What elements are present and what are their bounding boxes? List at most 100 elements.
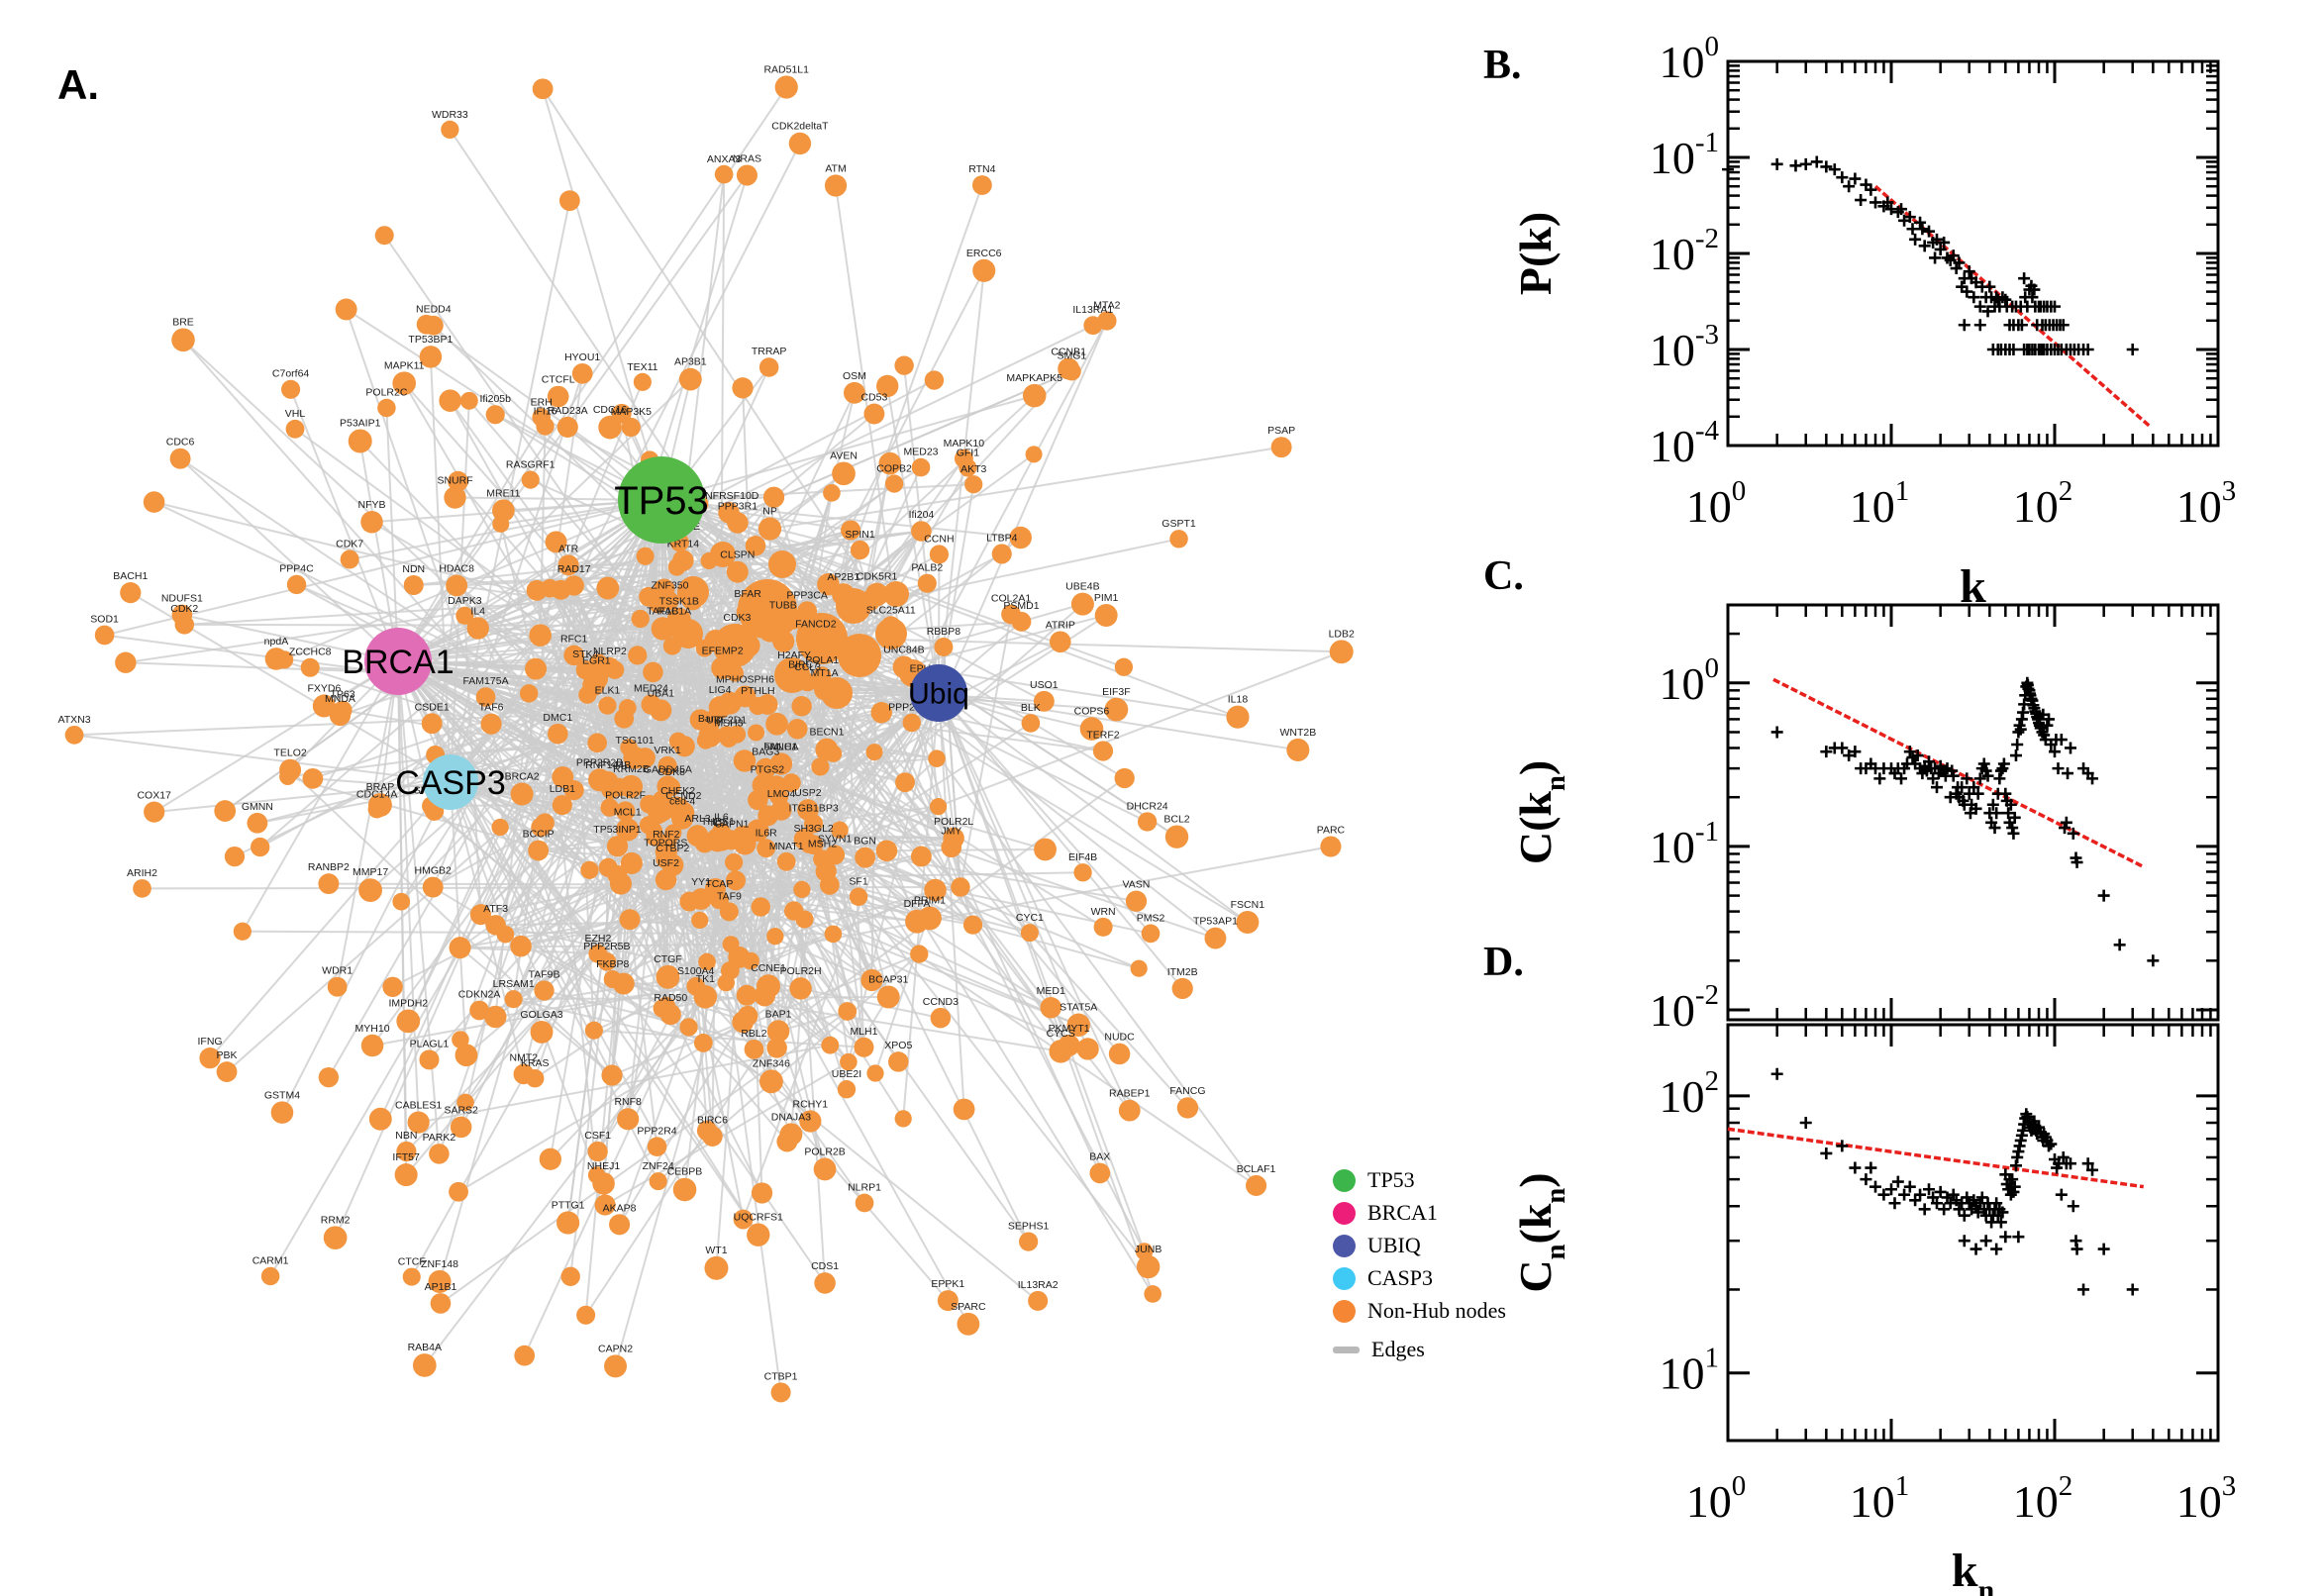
- network-node: [456, 1093, 474, 1112]
- gene-label: TRRAP: [752, 346, 787, 357]
- network-node: [748, 789, 768, 811]
- gene-label: AVEN: [830, 449, 858, 461]
- network-node: [504, 990, 523, 1009]
- gene-label: UNC84B: [883, 644, 924, 655]
- network-node: [695, 639, 714, 657]
- network-node: [733, 1209, 754, 1230]
- network-node: [876, 374, 899, 398]
- network-node: [598, 696, 617, 715]
- network-node: [1083, 316, 1103, 336]
- gene-label: AKT3: [960, 463, 986, 475]
- network-node: [260, 1266, 280, 1286]
- gene-label: NP: [762, 505, 777, 517]
- network-node-large: [883, 581, 909, 607]
- network-node: [817, 572, 840, 596]
- network-node: [678, 367, 702, 391]
- network-node: [327, 976, 348, 997]
- network-node: [751, 1182, 773, 1204]
- network-node: [275, 650, 294, 669]
- hub-label-casp3: CASP3: [395, 764, 506, 802]
- gene-label: BECN1: [809, 727, 844, 739]
- gene-label: POLR2H: [780, 965, 822, 977]
- network-node: [726, 664, 745, 682]
- gene-label: MAPKAPK5: [1006, 372, 1062, 384]
- gene-label: IL6: [714, 811, 729, 823]
- gene-label: BLK: [1021, 702, 1041, 714]
- gene-label: MAP3K5: [611, 406, 653, 418]
- network-edge: [938, 692, 1146, 1252]
- network-node: [795, 910, 814, 929]
- gene-label: ELK1: [595, 685, 621, 697]
- network-node: [647, 1137, 667, 1157]
- gene-label: USO1: [1030, 679, 1059, 691]
- network-node-large: [838, 634, 881, 677]
- network-node: [725, 870, 747, 891]
- network-node: [452, 1031, 469, 1048]
- gene-label: COPB2: [876, 462, 912, 474]
- network-node: [469, 904, 491, 926]
- tick-label: 102: [2013, 1470, 2073, 1527]
- gene-label: CTCF: [398, 1256, 426, 1268]
- gene-label: CDK8: [657, 766, 685, 778]
- gene-label: PBK: [217, 1049, 238, 1061]
- network-edge: [664, 692, 838, 881]
- network-node: [430, 1293, 452, 1314]
- network-edge: [477, 627, 1342, 653]
- network-edge: [540, 626, 675, 829]
- legend-label: BRCA1: [1367, 1200, 1438, 1225]
- network-edge: [429, 356, 452, 783]
- network-node: [766, 1038, 787, 1058]
- network-node: [348, 429, 372, 453]
- network-node: [1137, 812, 1158, 832]
- legend-label: CASP3: [1367, 1265, 1434, 1290]
- gene-label: ZCCHC8: [289, 647, 332, 658]
- network-node: [374, 226, 394, 246]
- network-edge: [289, 388, 399, 662]
- gene-label: ATR: [558, 543, 579, 554]
- network-node: [1246, 1174, 1267, 1196]
- network-node: [714, 164, 734, 184]
- network-node: [798, 672, 817, 692]
- network-edge: [397, 660, 408, 1175]
- legend-item-casp3: CASP3: [1333, 1265, 1506, 1290]
- network-edge: [708, 530, 922, 562]
- gene-label: WNT2B: [1279, 727, 1316, 739]
- gene-label: RAD50: [654, 992, 687, 1004]
- network-node: [419, 1049, 440, 1070]
- network-node: [1020, 924, 1039, 943]
- gene-label: TELO2: [273, 748, 306, 759]
- network-edge: [504, 596, 650, 936]
- network-node: [580, 860, 599, 879]
- network-node: [863, 403, 885, 425]
- gene-label: CCNB1: [1051, 347, 1086, 358]
- gene-label: POLR2B: [804, 1147, 845, 1158]
- gene-label: RNF144B: [585, 759, 631, 771]
- hub-node-brca1: [364, 628, 432, 695]
- gene-label: MTA2: [1093, 299, 1120, 311]
- gene-label: POLA1: [805, 654, 839, 666]
- network-node: [1135, 1243, 1154, 1260]
- network-node: [368, 1107, 392, 1131]
- network-edge: [179, 457, 399, 662]
- gene-label: AKAP8: [603, 1202, 637, 1214]
- gene-label: TAF9: [717, 890, 742, 902]
- gene-label: PPP4C: [279, 563, 314, 575]
- gene-label: TOPORS: [644, 838, 687, 849]
- gene-label: DMC1: [543, 712, 572, 724]
- gene-label: CDK7: [336, 539, 363, 550]
- network-node: [1204, 927, 1227, 949]
- network-node: [1062, 361, 1081, 381]
- gene-label: DHCR24: [1127, 800, 1168, 812]
- network-node: [854, 1037, 874, 1057]
- gene-label: FANCG: [1169, 1085, 1205, 1097]
- gene-label: LDB2: [1329, 628, 1355, 640]
- network-edge: [397, 660, 686, 1190]
- network-node: [934, 637, 954, 656]
- axis-title: kn​: [1952, 1545, 1995, 1596]
- network-node: [825, 845, 846, 865]
- network-node: [558, 190, 580, 212]
- gene-label: TP53AP1: [1193, 916, 1238, 928]
- gene-label: IL13RA1: [1072, 304, 1113, 316]
- network-node: [1118, 1099, 1141, 1122]
